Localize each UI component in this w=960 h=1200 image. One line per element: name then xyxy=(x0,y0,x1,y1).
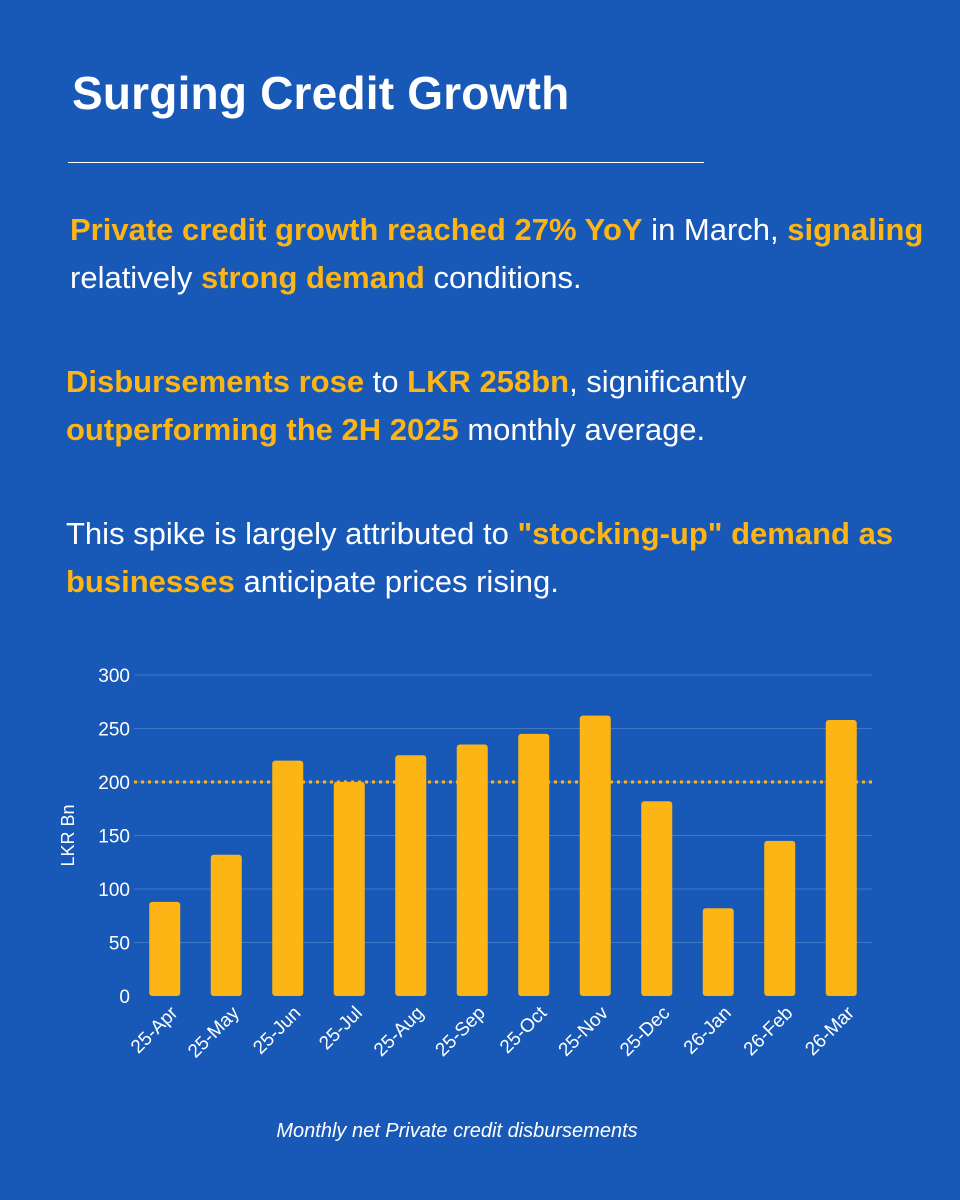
x-tick-label: 25-Nov xyxy=(555,1002,614,1061)
body-text: , significantly xyxy=(569,364,747,399)
bar-25-Jul xyxy=(333,782,365,996)
y-tick-label: 150 xyxy=(98,827,130,848)
body-text: This spike is largely attributed to xyxy=(66,516,518,551)
y-tick-label: 250 xyxy=(98,720,130,741)
bar-25-Aug xyxy=(395,755,427,996)
x-tick-label: 25-Apr xyxy=(127,1002,183,1058)
body-text: relatively xyxy=(70,260,201,295)
bar-26-Jan xyxy=(702,908,734,996)
chart-caption: Monthly net Private credit disbursements xyxy=(276,1120,638,1142)
y-tick-label: 300 xyxy=(98,666,130,687)
bar-26-Feb xyxy=(764,840,796,996)
x-tick-label: 25-Jun xyxy=(249,1003,305,1059)
page-title: Surging Credit Growth xyxy=(72,67,570,119)
paragraph-stocking-up: This spike is largely attributed to "sto… xyxy=(66,510,960,606)
highlight-text: Disbursements rose xyxy=(66,364,365,399)
highlight-text: Private credit growth reached 27% YoY xyxy=(70,212,643,247)
y-tick-label: 50 xyxy=(109,934,130,955)
bar-26-Mar xyxy=(825,719,857,996)
highlight-text: signaling xyxy=(787,212,924,247)
y-tick-label: 100 xyxy=(98,880,130,901)
body-text: in March, xyxy=(642,212,788,247)
y-tick-label: 0 xyxy=(119,987,130,1008)
x-tick-label: 26-Feb xyxy=(740,1003,797,1060)
paragraph-disbursements: Disbursements rose to LKR 258bn, signifi… xyxy=(66,358,960,454)
x-tick-label: 26-Jan xyxy=(680,1003,736,1059)
paragraph-credit-growth: Private credit growth reached 27% YoY in… xyxy=(70,206,960,302)
highlight-text: outperforming the 2H 2025 xyxy=(66,412,459,447)
highlight-text: strong demand xyxy=(200,260,425,295)
bar-25-Sep xyxy=(456,744,488,996)
bar-25-Dec xyxy=(641,801,673,996)
x-tick-label: 25-Sep xyxy=(432,1003,490,1061)
highlight-text: "stocking-up" demand as businesses xyxy=(66,516,894,599)
x-tick-label: 25-Dec xyxy=(616,1003,674,1061)
bar-25-Oct xyxy=(518,733,550,996)
bar-25-Jun xyxy=(272,760,304,996)
x-tick-label: 25-Aug xyxy=(370,1003,428,1061)
title-divider xyxy=(68,162,704,163)
body-text: monthly average. xyxy=(458,412,706,447)
y-axis-title: LKR Bn xyxy=(58,804,78,866)
highlight-text: LKR 258bn xyxy=(407,364,570,399)
body-text: conditions. xyxy=(424,260,582,295)
x-tick-label: 25-May xyxy=(184,1002,244,1062)
x-tick-label: 25-Jul xyxy=(315,1003,366,1054)
bar-25-Apr xyxy=(149,901,181,996)
body-text: anticipate prices rising. xyxy=(234,564,559,599)
bar-25-May xyxy=(210,854,242,996)
y-tick-label: 200 xyxy=(98,773,130,794)
bar-25-Nov xyxy=(579,715,611,996)
body-text: to xyxy=(364,364,408,399)
x-tick-label: 26-Mar xyxy=(801,1002,859,1060)
x-tick-label: 25-Oct xyxy=(496,1002,552,1058)
